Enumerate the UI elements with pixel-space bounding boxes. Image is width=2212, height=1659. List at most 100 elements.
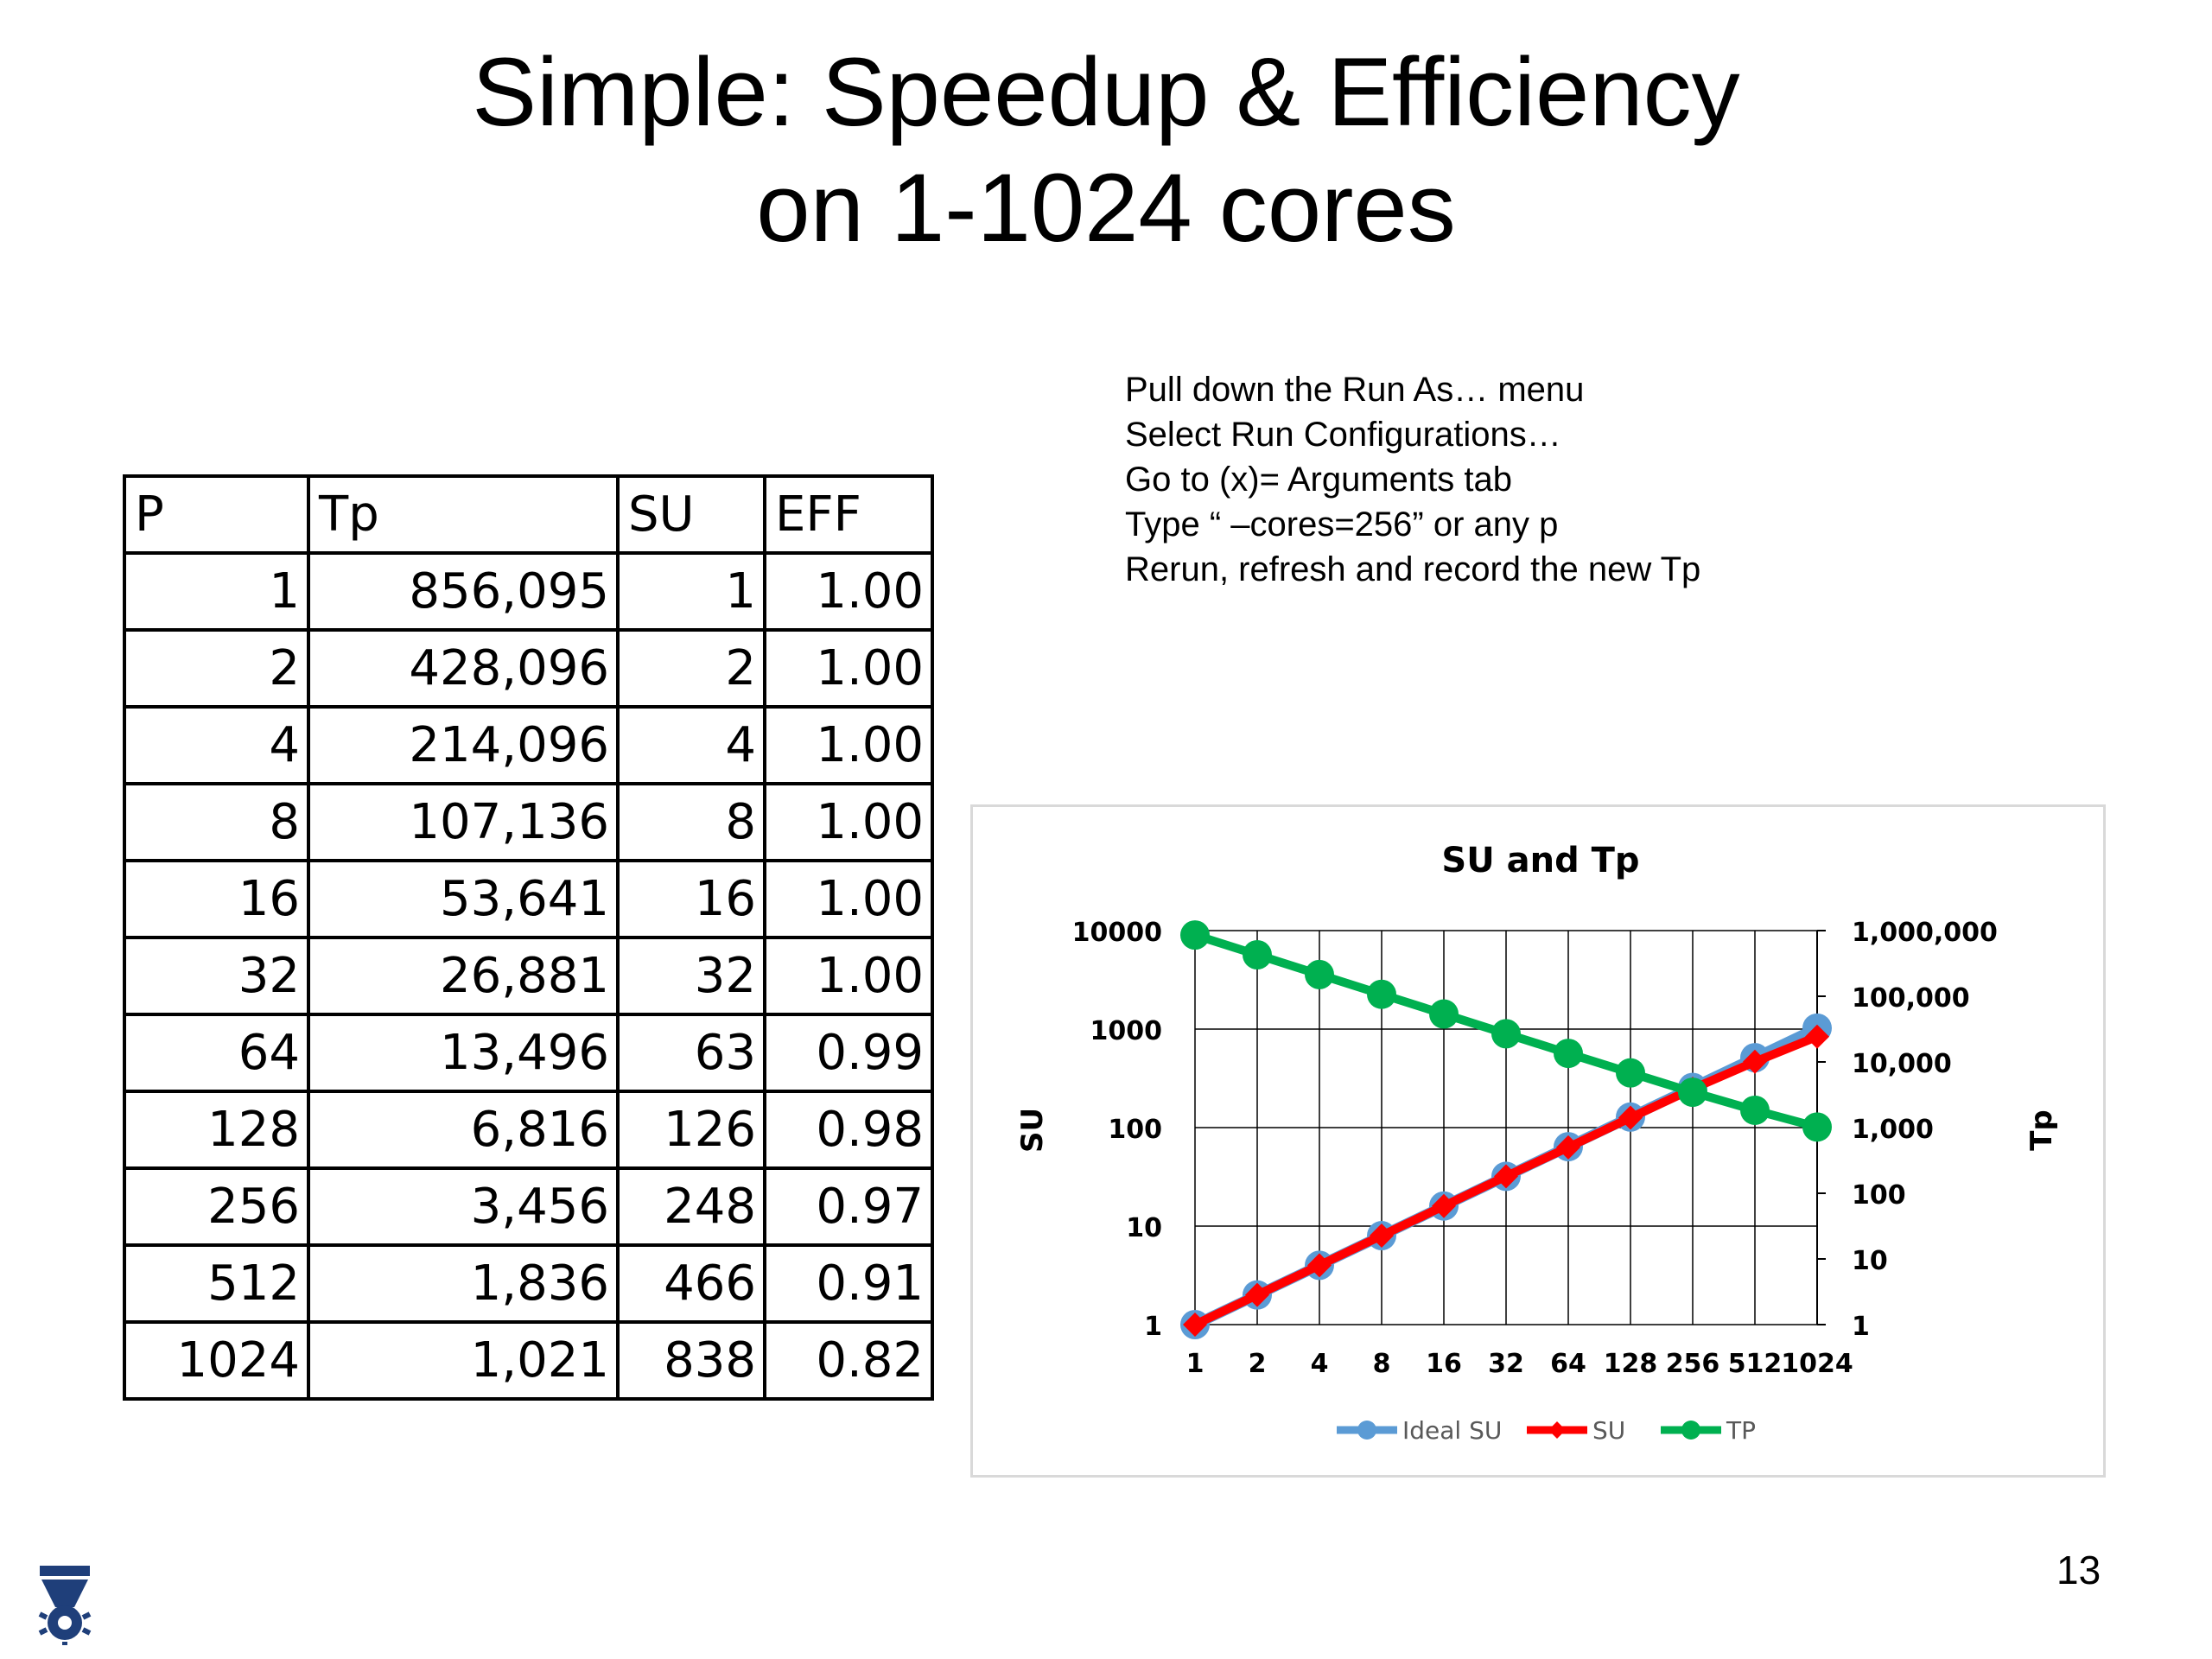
x-tick-label: 512 bbox=[1728, 1349, 1783, 1379]
table-row: 2 428,096 2 1.00 bbox=[123, 628, 934, 709]
cell-eff: 1.00 bbox=[763, 705, 934, 785]
grid-lines bbox=[1194, 930, 1818, 1325]
data-point bbox=[1245, 1282, 1269, 1307]
series-layer bbox=[1180, 920, 1832, 1339]
cell-tp: 3,456 bbox=[307, 1166, 620, 1247]
data-point bbox=[1740, 1095, 1770, 1125]
cell-p: 64 bbox=[123, 1013, 310, 1093]
instructions-text: Pull down the Run As… menu Select Run Co… bbox=[1125, 367, 1700, 592]
data-point bbox=[1307, 1253, 1332, 1278]
data-point bbox=[1802, 1112, 1832, 1142]
cell-p: 1024 bbox=[123, 1320, 310, 1401]
legend-label: Ideal SU bbox=[1402, 1416, 1502, 1445]
chart-panel: SU and Tp SU Tp 1 10 100 1000 10000 1 2 4 8 16 32 6… bbox=[970, 804, 2106, 1478]
cell-eff: 0.98 bbox=[763, 1090, 934, 1170]
su-tp-chart: SU and Tp SU Tp 1 10 100 1000 10000 1 2 4 8 16 32 6… bbox=[1015, 841, 2059, 1445]
results-table: P Tp SU EFF 1 856,095 1 1.00 2 428,096 2 1.00 … bbox=[123, 474, 934, 1401]
x-tick-label: 8 bbox=[1373, 1349, 1391, 1379]
cell-su: 63 bbox=[616, 1013, 766, 1093]
instruction-line: Rerun, refresh and record the new Tp bbox=[1125, 550, 1701, 588]
cell-su: 1 bbox=[616, 551, 766, 632]
cell-eff: 1.00 bbox=[763, 782, 934, 862]
cell-p: 16 bbox=[123, 859, 310, 939]
data-point bbox=[1370, 1224, 1394, 1249]
data-point bbox=[1743, 1049, 1767, 1074]
instruction-line: Pull down the Run As… menu bbox=[1125, 371, 1585, 409]
cell-su: 838 bbox=[616, 1320, 766, 1401]
cell-su: 466 bbox=[616, 1243, 766, 1324]
table-row: 1024 1,021 838 0.82 bbox=[123, 1320, 934, 1401]
legend: Ideal SU SU TP bbox=[1337, 1416, 1756, 1445]
cell-p: 512 bbox=[123, 1243, 310, 1324]
y-tick-label: 100 bbox=[1108, 1115, 1162, 1145]
y2-tick-label: 1,000 bbox=[1852, 1115, 1934, 1145]
data-point bbox=[1305, 959, 1334, 989]
data-point bbox=[1243, 940, 1272, 970]
cell-tp: 53,641 bbox=[307, 859, 620, 939]
y-tick-label: 1 bbox=[1144, 1312, 1162, 1342]
table-row: 128 6,816 126 0.98 bbox=[123, 1090, 934, 1170]
slide-title: Simple: Speedup & Efficiency on 1-1024 c… bbox=[0, 35, 2212, 266]
data-point bbox=[1432, 1193, 1456, 1218]
cell-eff: 1.00 bbox=[763, 628, 934, 709]
cell-p: 4 bbox=[123, 705, 310, 785]
y2-tick-label: 1,000,000 bbox=[1852, 918, 1998, 948]
y-tick-label: 10 bbox=[1126, 1213, 1162, 1243]
cell-su: 4 bbox=[616, 705, 766, 785]
x-tick-label: 1024 bbox=[1781, 1349, 1853, 1379]
cell-tp: 428,096 bbox=[307, 628, 620, 709]
header-tp: Tp bbox=[307, 474, 620, 555]
instruction-line: Type “ –cores=256” or any p bbox=[1125, 505, 1559, 543]
cell-tp: 6,816 bbox=[307, 1090, 620, 1170]
cell-p: 1 bbox=[123, 551, 310, 632]
x-tick-label: 2 bbox=[1249, 1349, 1267, 1379]
data-point bbox=[1616, 1058, 1645, 1088]
cell-p: 128 bbox=[123, 1090, 310, 1170]
x-tick-label: 32 bbox=[1488, 1349, 1524, 1379]
table-row: 32 26,881 32 1.00 bbox=[123, 936, 934, 1016]
y2-tick-label: 1 bbox=[1852, 1312, 1870, 1342]
legend-swatch-marker bbox=[1681, 1421, 1700, 1440]
cell-tp: 214,096 bbox=[307, 705, 620, 785]
table-row: 16 53,641 16 1.00 bbox=[123, 859, 934, 939]
table-row: 1 856,095 1 1.00 bbox=[123, 551, 934, 632]
y2-tick-label: 10,000 bbox=[1852, 1049, 1952, 1079]
header-eff: EFF bbox=[763, 474, 934, 555]
cell-eff: 1.00 bbox=[763, 859, 934, 939]
data-point bbox=[1183, 1313, 1207, 1337]
y-tick-label: 10000 bbox=[1072, 918, 1162, 948]
cell-su: 8 bbox=[616, 782, 766, 862]
cell-su: 32 bbox=[616, 936, 766, 1016]
x-tick-label: 1 bbox=[1186, 1349, 1205, 1379]
x-tick-label: 4 bbox=[1311, 1349, 1329, 1379]
data-point bbox=[1494, 1164, 1518, 1189]
y2-axis-label: Tp bbox=[2024, 1109, 2059, 1151]
chart-title: SU and Tp bbox=[1441, 841, 1639, 880]
data-point bbox=[1805, 1024, 1829, 1049]
table-header-row: P Tp SU EFF bbox=[123, 474, 934, 555]
cell-tp: 856,095 bbox=[307, 551, 620, 632]
x-tick-label: 256 bbox=[1666, 1349, 1720, 1379]
cell-eff: 0.99 bbox=[763, 1013, 934, 1093]
cell-su: 2 bbox=[616, 628, 766, 709]
cell-tp: 1,021 bbox=[307, 1320, 620, 1401]
table-row: 512 1,836 466 0.91 bbox=[123, 1243, 934, 1324]
cell-tp: 26,881 bbox=[307, 936, 620, 1016]
data-point bbox=[1180, 920, 1210, 950]
y-axis-label: SU bbox=[1015, 1108, 1050, 1153]
x-tick-label: 128 bbox=[1604, 1349, 1658, 1379]
cell-p: 2 bbox=[123, 628, 310, 709]
table-row: 256 3,456 248 0.97 bbox=[123, 1166, 934, 1247]
data-point bbox=[1618, 1105, 1643, 1130]
technion-logo-icon bbox=[38, 1566, 92, 1645]
y2-tick-label: 100,000 bbox=[1852, 983, 1970, 1014]
cell-eff: 0.91 bbox=[763, 1243, 934, 1324]
instruction-line: Select Run Configurations… bbox=[1125, 416, 1561, 454]
legend-swatch-marker bbox=[1357, 1421, 1376, 1440]
data-point bbox=[1367, 979, 1396, 1009]
table-row: 4 214,096 4 1.00 bbox=[123, 705, 934, 785]
title-line-2: on 1-1024 cores bbox=[756, 154, 1456, 262]
y-tick-label: 1000 bbox=[1090, 1016, 1163, 1046]
cell-su: 126 bbox=[616, 1090, 766, 1170]
legend-swatch-marker bbox=[1548, 1421, 1566, 1439]
